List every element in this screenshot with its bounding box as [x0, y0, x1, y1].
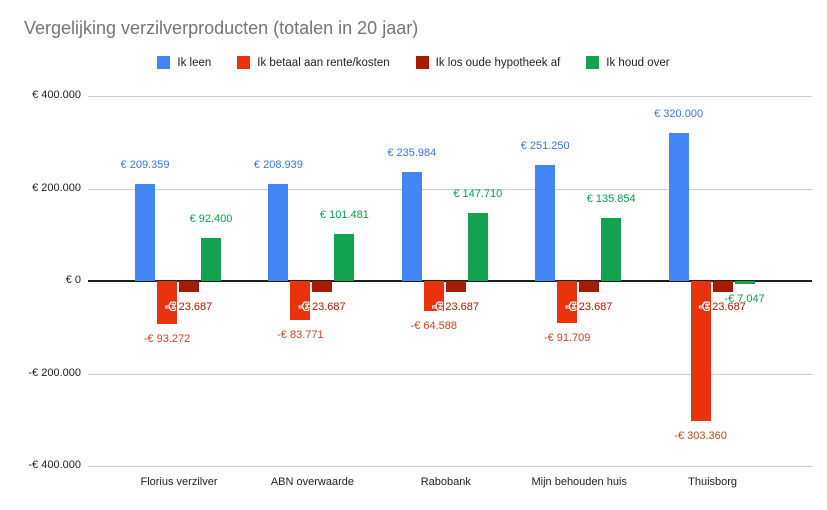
data-label-series3-3: -€ 23.687 — [432, 300, 480, 313]
data-label-series2-5: -€ 303.360 — [674, 430, 727, 443]
bar-series2-1 — [157, 281, 177, 325]
data-label-series2-3: -€ 64.588 — [410, 319, 458, 332]
bar-series1-3 — [401, 171, 422, 281]
data-label-series1-1: € 209.359 — [120, 159, 170, 172]
x-axis-category-label: Mijn behouden huis — [531, 476, 627, 488]
chart-title: Vergelijking verzilverproducten (totalen… — [24, 18, 419, 38]
gridline — [88, 188, 812, 190]
legend-swatch-icon — [237, 56, 251, 69]
x-axis-category-label: Thuisborg — [688, 476, 738, 488]
legend-item-3: Ik los oude hypotheek af — [415, 56, 561, 69]
x-axis-category-label: Rabobank — [420, 476, 471, 488]
legend-item-1: Ik leen — [157, 56, 211, 69]
x-axis-category-label: ABN overwaarde — [270, 476, 354, 488]
x-axis-category-label: Florius verzilver — [140, 476, 218, 488]
bar-series2-3 — [423, 281, 444, 311]
data-label-series3-4: -€ 23.687 — [565, 300, 613, 313]
bar-series3-4 — [579, 281, 600, 292]
legend-swatch-icon — [415, 56, 429, 69]
data-label-series4-1: € 92.400 — [189, 213, 233, 226]
legend-item-4: Ik houd over — [586, 56, 670, 69]
bar-series3-2 — [312, 281, 333, 292]
y-axis-tick-label: € 0 — [65, 274, 81, 286]
bar-series4-4 — [601, 218, 622, 281]
bar-series2-5 — [690, 281, 711, 422]
bar-series2-2 — [290, 281, 311, 320]
data-label-series4-5: -€ 7.047 — [724, 293, 765, 306]
legend-item-2: Ik betaal aan rente/kosten — [237, 56, 390, 69]
y-axis-tick-label: -€ 200.000 — [28, 366, 81, 379]
data-label-series3-2: -€ 23.687 — [299, 300, 346, 313]
chart-legend: Ik leen Ik betaal aan rente/kosten Ik los … — [0, 56, 827, 69]
data-label-series1-3: € 235.984 — [387, 146, 437, 159]
data-label-series4-3: € 147.710 — [453, 187, 503, 200]
legend-label: Ik houd over — [606, 56, 670, 69]
gridline — [88, 466, 812, 467]
bar-series3-5 — [712, 281, 733, 292]
y-axis-tick-label: -€ 400.000 — [28, 459, 81, 471]
gridline — [88, 373, 812, 375]
bar-series4-1 — [201, 238, 221, 281]
data-label-series4-2: € 101.481 — [319, 209, 369, 222]
data-label-series3-5: -€ 23.687 — [699, 300, 746, 313]
bar-series1-5 — [668, 133, 689, 281]
bar-series1-4 — [535, 164, 556, 281]
bar-series1-2 — [268, 184, 289, 281]
data-label-series1-5: € 320.000 — [654, 108, 704, 120]
legend-label: Ik betaal aan rente/kosten — [257, 56, 390, 69]
gridline — [88, 96, 812, 97]
data-label-series4-4: € 135.854 — [586, 193, 636, 206]
bar-series3-3 — [445, 281, 466, 292]
legend-label: Ik los oude hypotheek af — [435, 56, 561, 69]
bar-series1-1 — [135, 184, 155, 281]
data-label-series1-4: € 251.250 — [520, 139, 570, 152]
legend-label: Ik leen — [177, 56, 212, 69]
bar-series4-3 — [467, 212, 488, 281]
bar-series4-5 — [734, 281, 755, 285]
data-label-series3-1: -€ 23.687 — [165, 300, 213, 313]
data-label-series2-2: -€ 83.771 — [277, 328, 324, 341]
legend-swatch-icon — [586, 56, 600, 69]
data-label-series2-4: -€ 91.709 — [543, 332, 591, 345]
bar-series3-1 — [179, 281, 199, 292]
y-axis-tick-label: € 400.000 — [32, 89, 81, 101]
data-label-series1-2: € 208.939 — [253, 159, 303, 172]
y-axis-tick-label: € 200.000 — [32, 181, 81, 194]
data-label-series2-1: -€ 93.272 — [143, 333, 191, 346]
bar-series2-4 — [557, 281, 578, 324]
legend-swatch-icon — [157, 56, 171, 69]
bar-series4-2 — [334, 234, 355, 281]
